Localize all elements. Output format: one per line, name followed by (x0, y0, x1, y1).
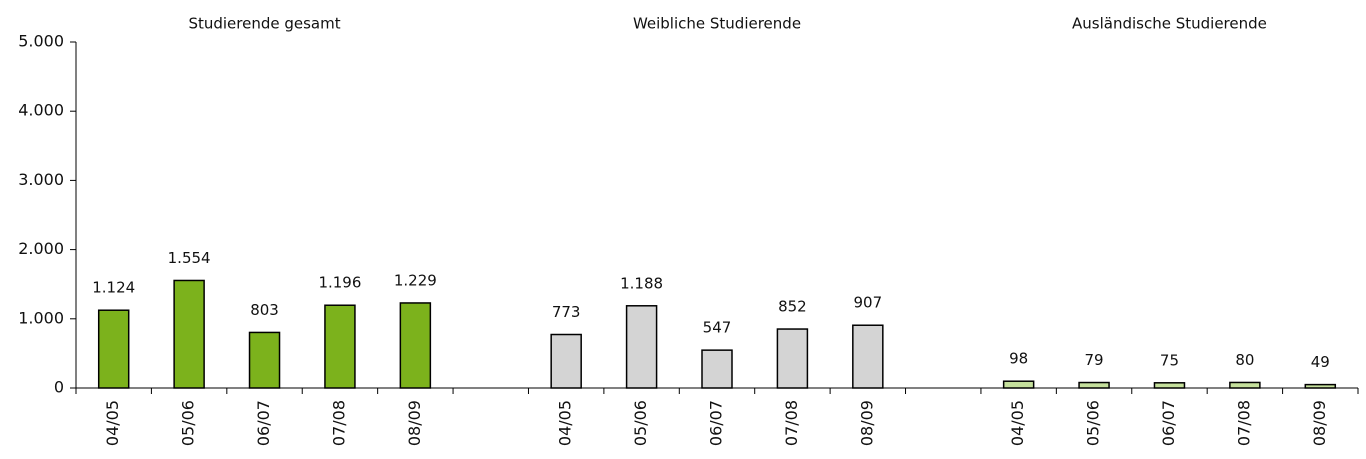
data-label: 803 (250, 301, 279, 319)
data-label: 852 (778, 298, 807, 316)
bar (776, 328, 809, 389)
data-label: 1.188 (620, 274, 663, 292)
bar (324, 304, 356, 389)
y-tick-label: 0 (54, 378, 64, 397)
x-tick-label: 06/07 (254, 400, 273, 446)
data-label: 1.124 (92, 279, 135, 297)
data-label: 98 (1009, 350, 1028, 368)
bar (248, 331, 281, 389)
bar (1153, 382, 1186, 389)
data-label: 1.229 (394, 271, 437, 289)
bar (97, 309, 130, 389)
bar (1304, 383, 1337, 389)
data-label: 75 (1160, 351, 1179, 369)
y-tick-label: 2.000 (18, 239, 64, 258)
x-tick-label: 08/09 (857, 400, 876, 446)
data-label: 907 (854, 294, 883, 312)
data-label: 1.196 (318, 274, 361, 292)
bar (550, 333, 582, 389)
x-tick-label: 06/07 (1159, 400, 1178, 446)
x-tick-label: 06/07 (707, 400, 726, 446)
y-tick-label: 5.000 (18, 32, 64, 51)
data-label: 49 (1311, 353, 1330, 371)
x-tick-label: 04/05 (1008, 400, 1027, 446)
bar (173, 279, 205, 389)
x-tick-label: 07/08 (1234, 400, 1253, 446)
x-tick-label: 08/09 (405, 400, 424, 446)
data-label: 773 (552, 303, 581, 321)
bar (1002, 380, 1035, 389)
x-tick-label: 05/06 (179, 400, 198, 446)
data-label: 80 (1235, 351, 1254, 369)
x-tick-label: 07/08 (782, 400, 801, 446)
data-label: 547 (703, 319, 732, 337)
y-tick-label: 4.000 (18, 101, 64, 120)
x-tick-label: 04/05 (556, 400, 575, 446)
data-label: 79 (1085, 351, 1104, 369)
y-tick-label: 3.000 (18, 170, 64, 189)
series-title: Weibliche Studierende (633, 15, 801, 33)
x-tick-label: 08/09 (1310, 400, 1329, 446)
series-title: Studierende gesamt (188, 15, 340, 33)
series-title: Ausländische Studierende (1072, 15, 1267, 33)
y-tick-label: 1.000 (18, 308, 64, 327)
bar (701, 349, 733, 389)
bar (1229, 381, 1261, 389)
bar (1078, 381, 1110, 389)
bar (852, 324, 884, 389)
x-tick-label: 04/05 (103, 400, 122, 446)
x-tick-label: 05/06 (1084, 400, 1103, 446)
x-tick-label: 07/08 (329, 400, 348, 446)
bar (399, 302, 432, 389)
data-label: 1.554 (168, 249, 211, 267)
bar (625, 305, 658, 389)
x-tick-label: 05/06 (631, 400, 650, 446)
